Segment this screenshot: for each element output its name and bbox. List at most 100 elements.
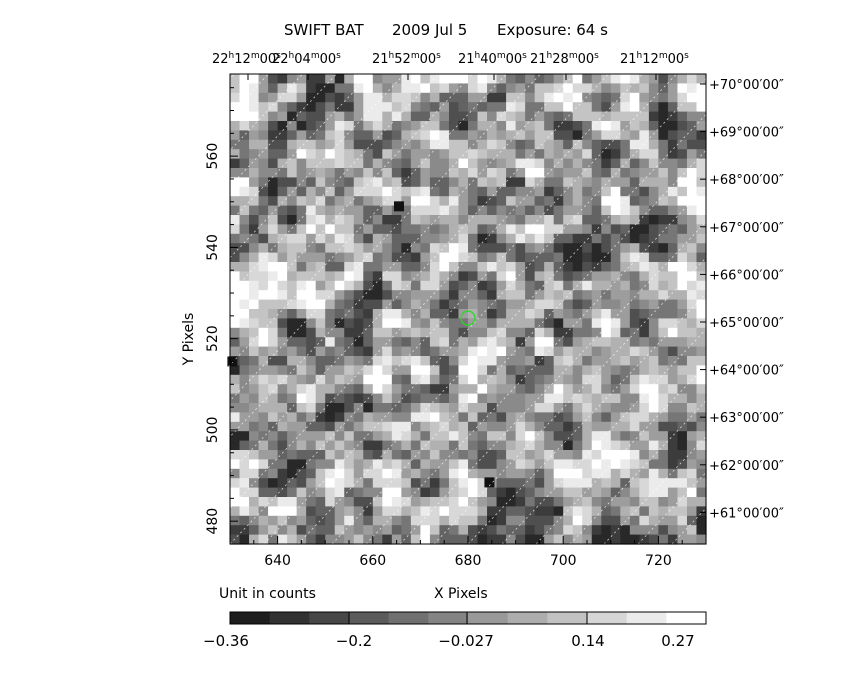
image-pixel bbox=[429, 224, 441, 235]
image-pixel bbox=[591, 346, 602, 357]
image-pixel bbox=[591, 431, 602, 442]
image-pixel bbox=[448, 337, 460, 348]
image-pixel bbox=[420, 102, 431, 113]
image-pixel bbox=[639, 534, 650, 545]
image-pixel bbox=[382, 534, 393, 545]
image-pixel bbox=[268, 252, 279, 263]
image-pixel bbox=[667, 403, 679, 413]
image-pixel bbox=[249, 290, 260, 301]
image-pixel bbox=[420, 224, 431, 235]
image-pixel bbox=[487, 130, 498, 141]
image-pixel bbox=[277, 393, 288, 404]
image-pixel bbox=[353, 327, 364, 338]
image-pixel bbox=[553, 393, 564, 404]
image-pixel bbox=[658, 365, 669, 376]
image-pixel bbox=[582, 262, 593, 272]
image-pixel bbox=[648, 215, 659, 225]
image-pixel bbox=[648, 421, 659, 432]
image-pixel bbox=[458, 534, 469, 545]
image-pixel bbox=[458, 92, 469, 103]
image-pixel bbox=[610, 525, 621, 536]
image-pixel bbox=[496, 515, 507, 526]
image-pixel bbox=[287, 224, 298, 235]
image-pixel bbox=[610, 196, 621, 207]
image-pixel bbox=[420, 403, 431, 413]
image-pixel bbox=[544, 83, 555, 94]
image-pixel bbox=[667, 102, 679, 113]
image-pixel bbox=[429, 111, 441, 122]
image-pixel bbox=[468, 403, 479, 413]
image-pixel bbox=[544, 168, 555, 178]
image-pixel bbox=[658, 468, 669, 479]
image-pixel bbox=[258, 459, 269, 470]
image-pixel bbox=[658, 139, 669, 150]
image-pixel bbox=[391, 149, 402, 160]
image-pixel bbox=[582, 299, 593, 310]
image-pixel bbox=[239, 365, 250, 376]
image-pixel bbox=[525, 393, 536, 404]
image-pixel bbox=[620, 177, 631, 188]
image-pixel bbox=[553, 299, 564, 310]
image-pixel bbox=[410, 421, 421, 432]
image-pixel bbox=[610, 431, 621, 442]
image-pixel bbox=[353, 83, 364, 94]
image-pixel bbox=[591, 421, 602, 432]
y-tick-label: 540 bbox=[205, 234, 221, 261]
image-pixel bbox=[325, 271, 336, 282]
image-pixel bbox=[239, 403, 250, 413]
image-pixel bbox=[258, 450, 269, 460]
image-pixel bbox=[610, 534, 621, 545]
image-pixel bbox=[382, 215, 393, 225]
image-pixel bbox=[515, 478, 526, 489]
image-pixel bbox=[410, 487, 421, 498]
image-pixel bbox=[458, 233, 469, 244]
image-pixel bbox=[420, 196, 431, 207]
image-pixel bbox=[648, 318, 659, 329]
image-pixel bbox=[353, 102, 364, 113]
image-pixel bbox=[268, 299, 279, 310]
image-pixel bbox=[648, 337, 659, 348]
ra-tick-label: 21h40m00s bbox=[458, 51, 527, 67]
image-pixel bbox=[591, 299, 602, 310]
image-pixel bbox=[325, 139, 336, 150]
image-pixel bbox=[429, 149, 441, 160]
image-pixel bbox=[572, 497, 583, 507]
image-pixel bbox=[268, 158, 279, 169]
image-pixel bbox=[468, 440, 479, 451]
image-pixel bbox=[468, 374, 479, 385]
image-pixel bbox=[439, 421, 450, 432]
image-pixel bbox=[620, 403, 631, 413]
image-pixel bbox=[496, 318, 507, 329]
image-pixel bbox=[268, 450, 279, 460]
image-pixel bbox=[477, 450, 488, 460]
image-pixel bbox=[230, 271, 241, 282]
image-pixel bbox=[658, 412, 669, 423]
image-pixel bbox=[629, 468, 640, 479]
image-pixel bbox=[658, 497, 669, 507]
image-pixel bbox=[487, 412, 498, 423]
image-pixel bbox=[487, 158, 498, 169]
image-pixel bbox=[686, 262, 698, 272]
image-pixel bbox=[487, 205, 498, 216]
image-pixel bbox=[591, 497, 602, 507]
image-pixel bbox=[296, 412, 307, 423]
image-pixel bbox=[572, 412, 583, 423]
image-pixel bbox=[563, 346, 574, 357]
image-pixel bbox=[306, 337, 317, 348]
image-pixel bbox=[620, 299, 631, 310]
image-pixel bbox=[572, 168, 583, 178]
image-pixel bbox=[420, 92, 431, 103]
image-pixel bbox=[487, 506, 498, 517]
image-pixel bbox=[525, 130, 536, 141]
image-pixel bbox=[677, 243, 688, 254]
image-pixel bbox=[610, 497, 621, 507]
image-pixel bbox=[658, 487, 669, 498]
image-pixel bbox=[287, 299, 298, 310]
image-pixel bbox=[420, 243, 431, 254]
image-pixel bbox=[487, 525, 498, 536]
image-pixel bbox=[610, 450, 621, 460]
image-pixel bbox=[648, 186, 659, 197]
image-pixel bbox=[468, 186, 479, 197]
image-pixel bbox=[610, 271, 621, 282]
image-pixel bbox=[629, 384, 640, 395]
